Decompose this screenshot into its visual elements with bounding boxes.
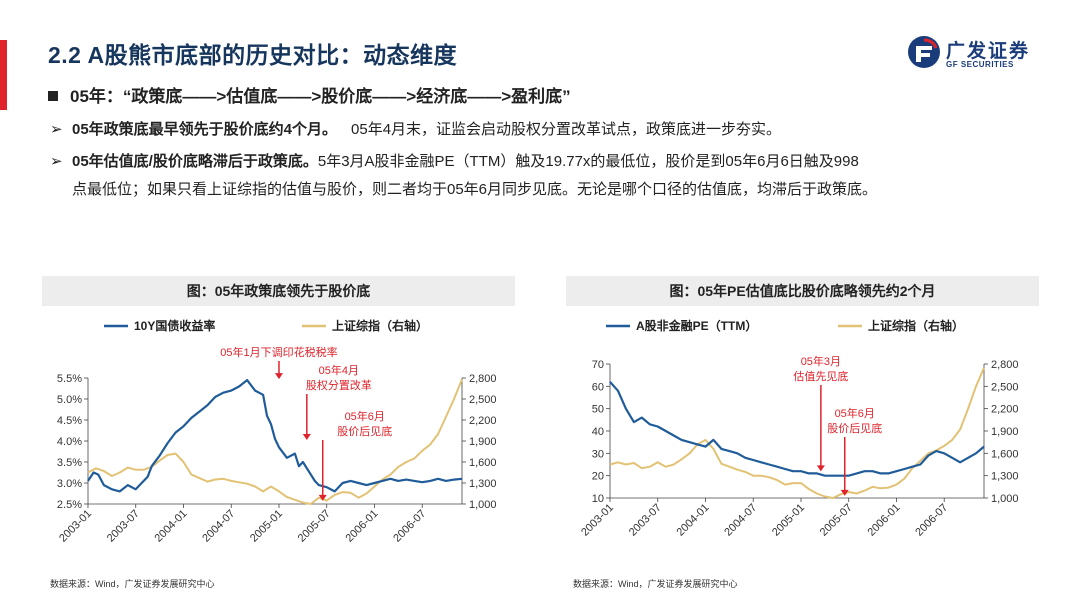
y-left-tick-label: 10 <box>592 493 604 505</box>
point-2-bold: 05年估值底/股价底略滞后于政策底。 <box>72 153 318 170</box>
y-right-tick-label: 1,000 <box>991 493 1019 505</box>
annotation-label: 05年4月 <box>319 363 359 377</box>
annotation-label: 05年3月 <box>801 354 841 368</box>
summary-bullet: 05年：“政策底——>估值底——>股价底——>经济底——>盈利底” <box>48 82 571 107</box>
y-left-tick-label: 60 <box>592 381 604 393</box>
series-line-primary <box>87 378 463 493</box>
point-1-bold: 05年政策底最早领先于股价底约4个月。 <box>72 121 338 138</box>
y-left-tick-label: 5.5% <box>57 373 82 385</box>
logo-en-text: GF SECURITIES <box>946 60 1014 69</box>
y-right-tick-label: 1,000 <box>469 499 497 511</box>
x-tick-label: 2004-07 <box>722 502 759 539</box>
annotation-arrow-head <box>816 465 825 472</box>
square-bullet-icon <box>48 90 58 101</box>
x-tick-label: 2003-01 <box>57 508 94 545</box>
x-tick-label: 2004-01 <box>675 502 712 539</box>
x-tick-label: 2005-07 <box>296 508 333 545</box>
y-left-tick-label: 2.5% <box>57 499 82 511</box>
y-left-tick-label: 30 <box>592 448 604 460</box>
annotation-label: 股权分置改革 <box>306 378 372 392</box>
gf-logo-icon <box>908 36 940 68</box>
y-left-tick-label: 20 <box>592 471 604 483</box>
annotation-label: 股价后见底 <box>827 421 882 435</box>
y-left-tick-label: 4.5% <box>57 415 82 427</box>
y-left-tick-label: 4.0% <box>57 436 82 448</box>
y-left-tick-label: 70 <box>592 359 604 371</box>
point-1: ➢ 05年政策底最早领先于股价底约4个月。 05年4月末，证监会启动股权分置改革试点… <box>50 116 1060 144</box>
page-title: 2.2 A股熊市底部的历史对比：动态维度 <box>48 42 458 68</box>
point-2-text-cont: 点最低位；如果只看上证综指的估值与股价，则二者均于05年6月同步见底。无论是哪个… <box>72 181 878 198</box>
y-right-tick-label: 1,600 <box>469 457 497 469</box>
legend-label-1: 上证综指（右轴） <box>332 318 428 333</box>
y-right-tick-label: 2,800 <box>991 359 1019 371</box>
y-right-tick-label: 1,900 <box>469 436 497 448</box>
legend-label-0: 10Y国债收益率 <box>134 318 215 333</box>
chart-2-source: 数据来源：Wind，广发证券发展研究中心 <box>573 579 738 589</box>
x-tick-label: 2003-07 <box>627 502 664 539</box>
y-left-tick-label: 5.0% <box>57 394 82 406</box>
y-left-tick-label: 3.0% <box>57 478 82 490</box>
x-tick-label: 2003-07 <box>105 508 142 545</box>
x-tick-label: 2006-07 <box>391 508 428 545</box>
x-tick-label: 2005-01 <box>770 502 807 539</box>
annotation-label: 05年1月下调印花税税率 <box>220 345 337 359</box>
y-right-tick-label: 1,600 <box>991 448 1019 460</box>
gf-logo: 广发证券 GF SECURITIES <box>906 34 1046 74</box>
x-tick-label: 2004-07 <box>200 508 237 545</box>
chart-2-title: 图：05年PE估值底比股价底略领先约2个月 <box>566 276 1039 306</box>
y-right-tick-label: 2,500 <box>469 394 497 406</box>
point-2-text: 5年3月A股非金融PE（TTM）触及19.77x的最低位，股价是到05年6月6日… <box>317 153 859 170</box>
logo-cn-text: 广发证券 <box>946 41 1031 62</box>
annotation-arrow-head <box>274 373 283 380</box>
arrow-bullet-icon: ➢ <box>50 121 63 138</box>
y-right-tick-label: 2,200 <box>991 404 1019 416</box>
arrow-bullet-icon: ➢ <box>50 153 63 170</box>
legend-label-0: A股非金融PE（TTM） <box>636 318 757 333</box>
red-accent-bar <box>0 40 7 110</box>
y-right-tick-label: 1,300 <box>991 471 1019 483</box>
y-right-tick-label: 1,900 <box>991 426 1019 438</box>
chart-pe-vs-index: A股非金融PE（TTM） 上证综指（右轴） 10 20 30 40 50 60 70 1,000 1… <box>579 318 1019 539</box>
x-tick-label: 2006-01 <box>866 502 903 539</box>
y-right-tick-label: 2,800 <box>469 373 497 385</box>
annotation-arrow-head <box>302 434 311 440</box>
y-right-tick-label: 2,500 <box>991 381 1019 393</box>
annotation-label: 股价后见底 <box>337 424 392 438</box>
annotation-label: 05年6月 <box>835 406 875 420</box>
series-line-primary <box>609 381 985 477</box>
point-1-text: 05年4月末，证监会启动股权分置改革试点，政策底进一步夯实。 <box>351 121 782 138</box>
y-left-tick-label: 50 <box>592 404 604 416</box>
annotation-label: 估值先见底 <box>793 369 848 383</box>
y-left-tick-label: 3.5% <box>57 457 82 469</box>
y-right-tick-label: 1,300 <box>469 478 497 490</box>
annotation-arrow-head <box>840 489 849 496</box>
x-tick-label: 2005-07 <box>818 502 855 539</box>
x-tick-label: 2004-01 <box>153 508 190 545</box>
y-right-tick-label: 2,200 <box>469 415 497 427</box>
chart-1-title: 图：05年政策底领先于股价底 <box>42 276 515 306</box>
x-tick-label: 2003-01 <box>579 502 616 539</box>
summary-text: 05年：“政策底——>估值底——>股价底——>经济底——>盈利底” <box>70 87 571 106</box>
chart-1-source: 数据来源：Wind，广发证券发展研究中心 <box>50 579 215 589</box>
point-2: ➢ 05年估值底/股价底略滞后于政策底。5年3月A股非金融PE（TTM）触及19.… <box>50 148 1060 204</box>
series-line-index <box>87 379 463 505</box>
x-tick-label: 2006-07 <box>913 502 950 539</box>
y-left-tick-label: 40 <box>592 426 604 438</box>
legend-label-1: 上证综指（右轴） <box>868 318 964 333</box>
series-line-index <box>609 367 985 499</box>
x-tick-label: 2005-01 <box>248 508 285 545</box>
x-tick-label: 2006-01 <box>344 508 381 545</box>
chart-bond-yield-vs-index: 10Y国债收益率 上证综指（右轴） 2.5% 3.0% 3.5% 4.0% 4.5% 5.0%… <box>57 318 497 545</box>
annotation-arrow-head <box>318 494 327 501</box>
annotation-label: 05年6月 <box>345 409 385 423</box>
